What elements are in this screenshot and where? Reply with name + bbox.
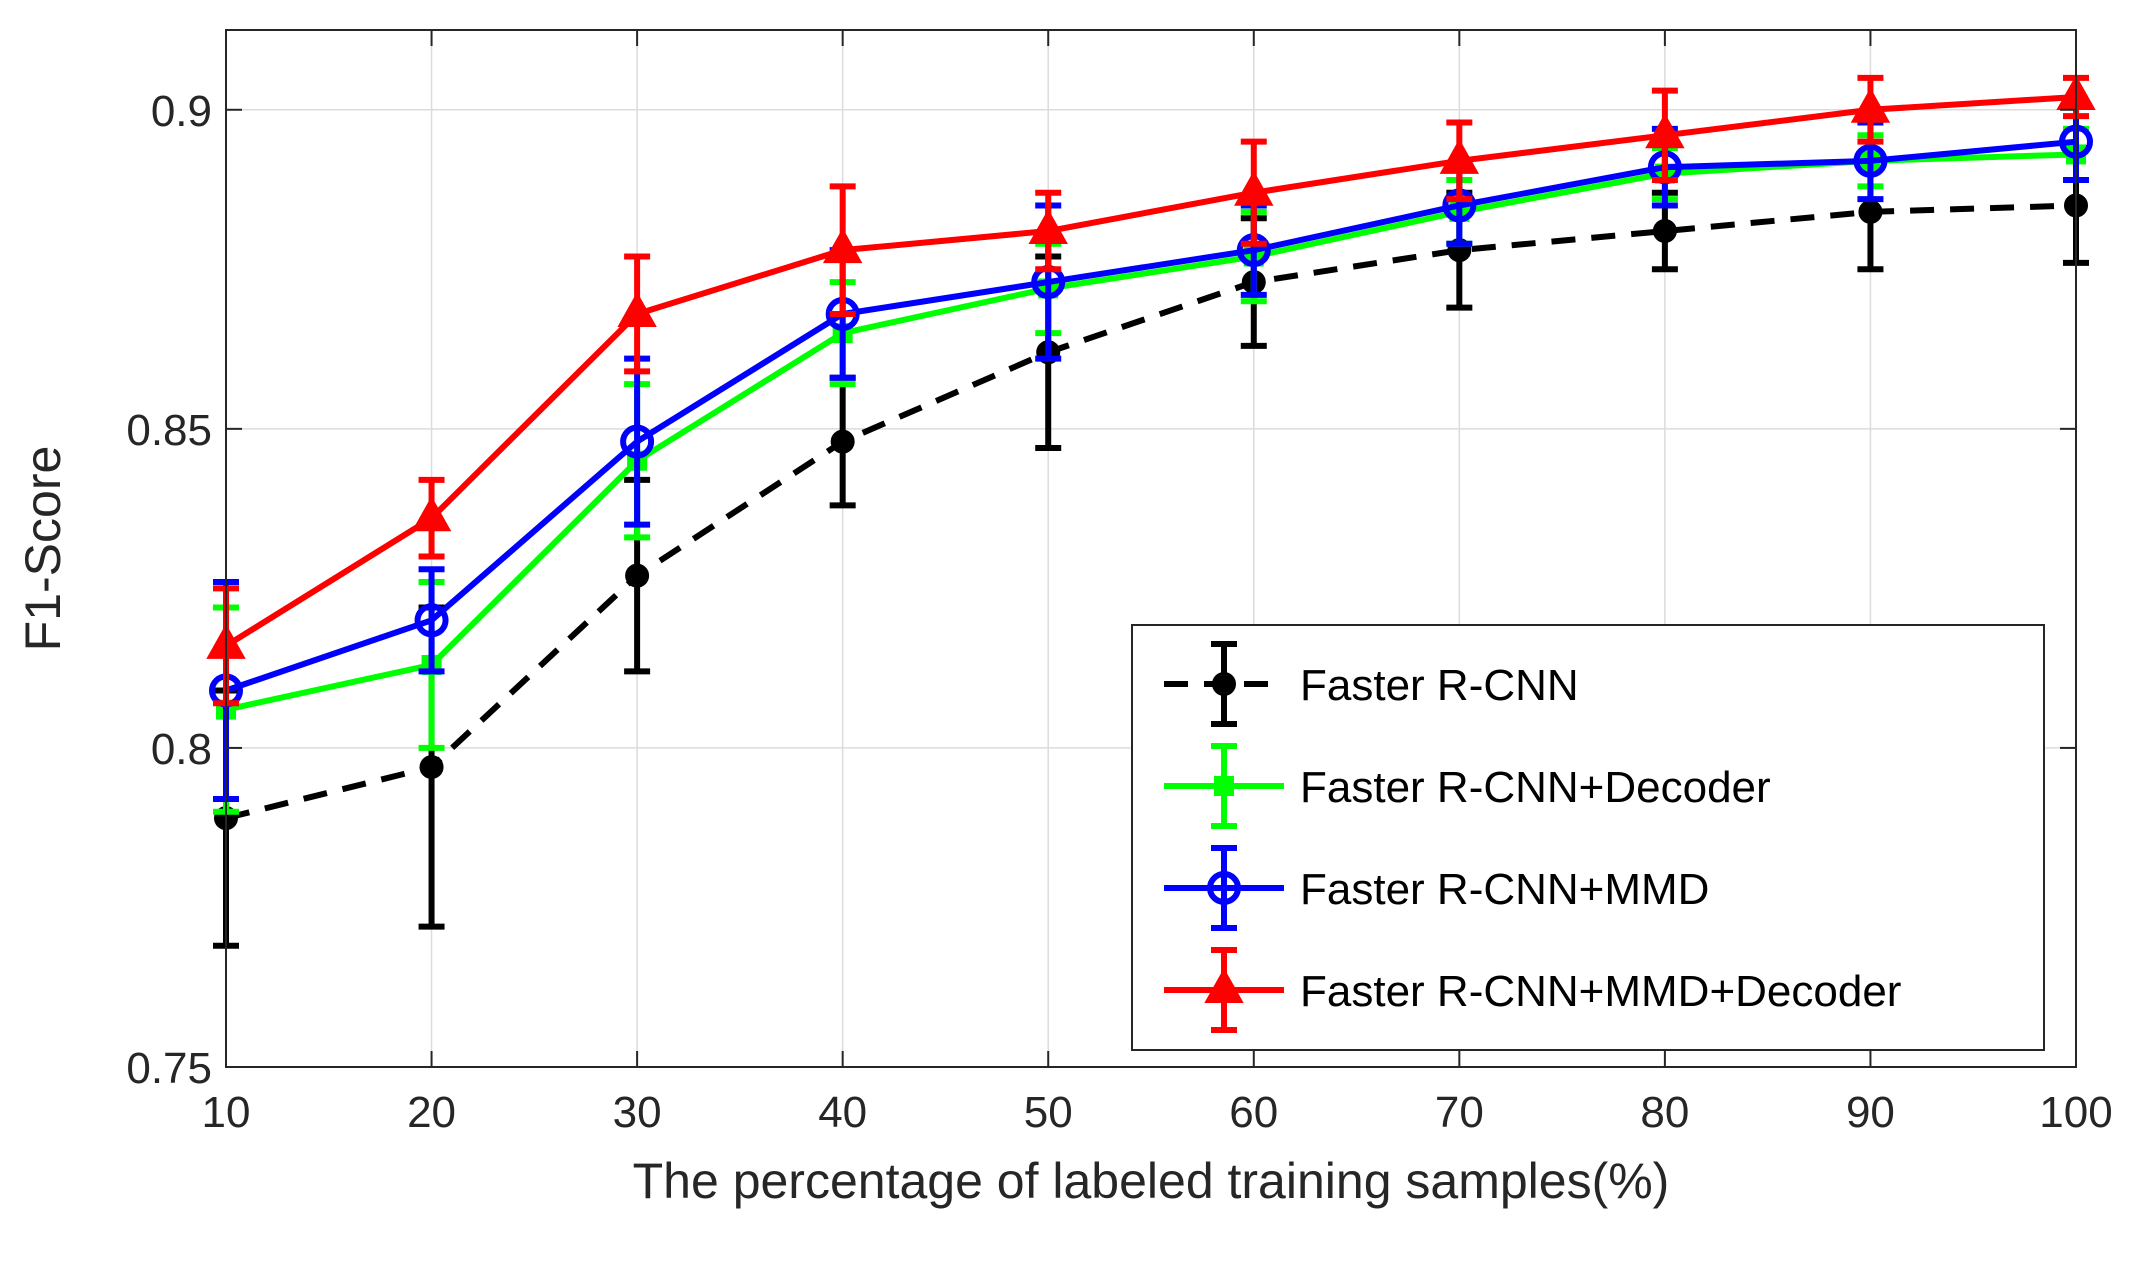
legend-marker [1207,871,1241,905]
x-tick-label: 70 [1435,1088,1484,1137]
legend-item: Faster R-CNN [1164,641,1579,727]
legend-label: Faster R-CNN+Decoder [1300,763,1771,812]
series-faster-r-cnn-mmd-decoder [206,74,2096,707]
data-point [1858,199,1883,224]
data-point [617,291,657,327]
legend-label: Faster R-CNN+MMD+Decoder [1300,967,1901,1016]
data-point [1645,113,1685,149]
legend-error-bar [1211,845,1237,931]
axis-ticks: 10 20 30 40 50 60 70 80 90 100 0.75 0.8 0.85 0.9 [126,30,2113,1137]
legend-item: Faster R-CNN+MMD [1164,845,1709,931]
legend-marker [1212,672,1236,696]
series-line [225,202,2077,822]
x-tick-label: 60 [1229,1088,1278,1137]
x-tick-label: 20 [407,1088,456,1137]
data-point [822,228,863,264]
data-point [1028,208,1068,245]
x-tick-label: 90 [1846,1088,1895,1137]
legend: Faster R-CNN Faster R-CNN+Decoder Faster R… [1131,624,2045,1051]
legend-label: Faster R-CNN+MMD [1300,865,1709,914]
y-axis-label: F1-Score [15,446,71,652]
data-point [419,755,444,780]
data-point [1853,143,1888,178]
x-tick-label: 80 [1640,1088,1689,1137]
data-point [1234,170,1274,206]
y-tick-label: 0.85 [126,406,212,455]
data-point [620,424,655,459]
series-line [225,151,2077,713]
axes-box [225,29,2077,1068]
legend-marker [1214,776,1234,796]
x-tick-label: 30 [613,1088,662,1137]
data-point [414,603,449,638]
data-point [830,429,855,454]
legend-marker [1204,967,1244,1003]
data-point [1850,87,1891,123]
x-tick-label: 50 [1024,1088,1073,1137]
y-tick-label: 0.75 [126,1044,212,1093]
data-point [1439,138,1480,174]
legend-box [1131,624,2045,1051]
x-tick-label: 40 [818,1088,867,1137]
data-point [625,563,650,588]
series-line [224,94,2077,649]
x-axis-label: The percentage of labeled training sampl… [633,1153,1670,1209]
data-point [1652,219,1677,244]
y-tick-label: 0.9 [151,87,212,136]
legend-label: Faster R-CNN [1300,661,1579,710]
legend-item: Faster R-CNN+MMD+Decoder [1164,947,1901,1033]
y-tick-label: 0.8 [151,725,212,774]
x-tick-label: 10 [202,1088,251,1137]
data-point [411,496,452,532]
legend-item: Faster R-CNN+Decoder [1164,743,1771,829]
series-line [225,138,2077,694]
x-tick-label: 100 [2039,1088,2112,1137]
